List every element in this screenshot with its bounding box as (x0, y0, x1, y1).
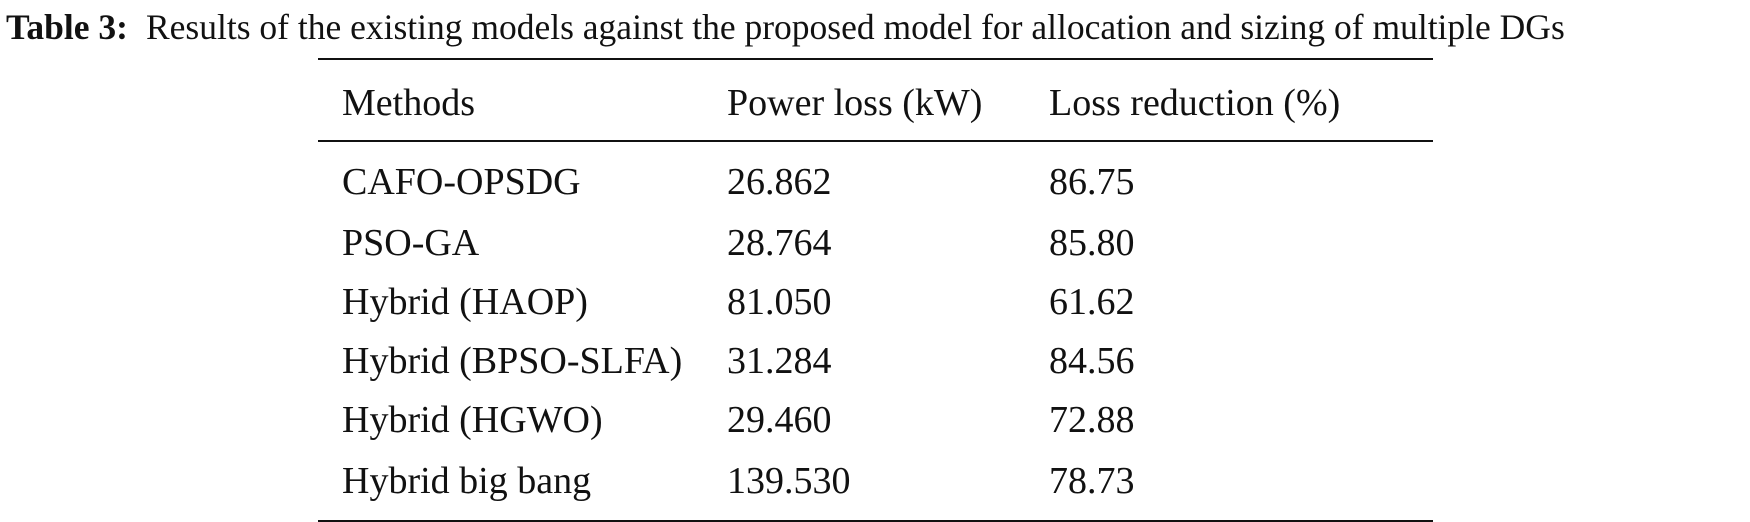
table-header-row: Methods Power loss (kW) Loss reduction (… (318, 59, 1433, 141)
table-caption-text: Results of the existing models against t… (145, 7, 1565, 47)
table-row: Hybrid (HAOP) 81.050 61.62 (318, 272, 1433, 331)
column-header-loss-reduction: Loss reduction (%) (1049, 82, 1341, 124)
results-table-container: Methods Power loss (kW) Loss reduction (… (318, 58, 1433, 522)
column-header-methods: Methods (342, 82, 475, 124)
method-cell: CAFO-OPSDG (342, 160, 581, 203)
loss-reduction-cell: 72.88 (1049, 398, 1135, 441)
method-cell: Hybrid (HGWO) (342, 398, 603, 441)
power-loss-cell: 26.862 (727, 160, 832, 203)
power-loss-cell: 29.460 (727, 398, 832, 441)
loss-reduction-cell: 84.56 (1049, 339, 1135, 382)
method-cell: Hybrid (HAOP) (342, 280, 588, 323)
loss-reduction-cell: 85.80 (1049, 221, 1135, 264)
table-row: Hybrid (HGWO) 29.460 72.88 (318, 390, 1433, 449)
method-cell: Hybrid (BPSO-SLFA) (342, 339, 683, 382)
loss-reduction-cell: 78.73 (1049, 459, 1135, 502)
table-row: PSO-GA 28.764 85.80 (318, 213, 1433, 272)
method-cell: Hybrid big bang (342, 459, 592, 502)
column-header-power-loss: Power loss (kW) (727, 82, 983, 124)
table-row: Hybrid (BPSO-SLFA) 31.284 84.56 (318, 331, 1433, 390)
power-loss-cell: 139.530 (727, 459, 851, 502)
table-row: CAFO-OPSDG 26.862 86.75 (318, 141, 1433, 213)
power-loss-cell: 81.050 (727, 280, 832, 323)
power-loss-cell: 31.284 (727, 339, 832, 382)
loss-reduction-cell: 86.75 (1049, 160, 1135, 203)
table-number-label: Table 3: (6, 7, 128, 47)
loss-reduction-cell: 61.62 (1049, 280, 1135, 323)
table-caption: Table 3: Results of the existing models a… (6, 5, 1746, 49)
method-cell: PSO-GA (342, 221, 480, 264)
results-table: Methods Power loss (kW) Loss reduction (… (318, 58, 1433, 522)
power-loss-cell: 28.764 (727, 221, 832, 264)
table-row: Hybrid big bang 139.530 78.73 (318, 449, 1433, 521)
